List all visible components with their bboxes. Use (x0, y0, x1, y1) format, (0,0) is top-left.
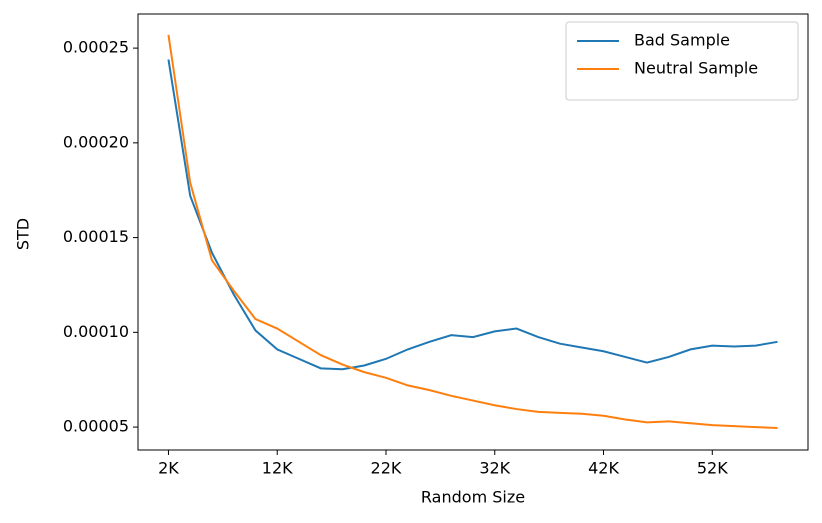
legend-label: Bad Sample (634, 31, 730, 50)
x-tick-label: 52K (697, 459, 728, 478)
legend-label: Neutral Sample (634, 59, 758, 78)
x-tick-label: 32K (479, 459, 510, 478)
x-tick-label: 22K (371, 459, 402, 478)
x-axis-label: Random Size (421, 488, 525, 507)
y-tick-label: 0.00010 (63, 322, 129, 341)
line (167, 34, 778, 430)
x-tick-label: 2K (158, 459, 179, 478)
line (167, 59, 778, 371)
y-tick-label: 0.00005 (63, 417, 129, 436)
y-tick-label: 0.00025 (63, 38, 129, 57)
x-tick-label: 12K (262, 459, 293, 478)
y-tick-label: 0.00020 (63, 132, 129, 151)
y-axis-label: STD (14, 218, 33, 250)
x-tick-label: 42K (588, 459, 619, 478)
y-tick-label: 0.00015 (63, 227, 129, 246)
plot-frame (137, 13, 809, 451)
legend-box (565, 21, 799, 101)
